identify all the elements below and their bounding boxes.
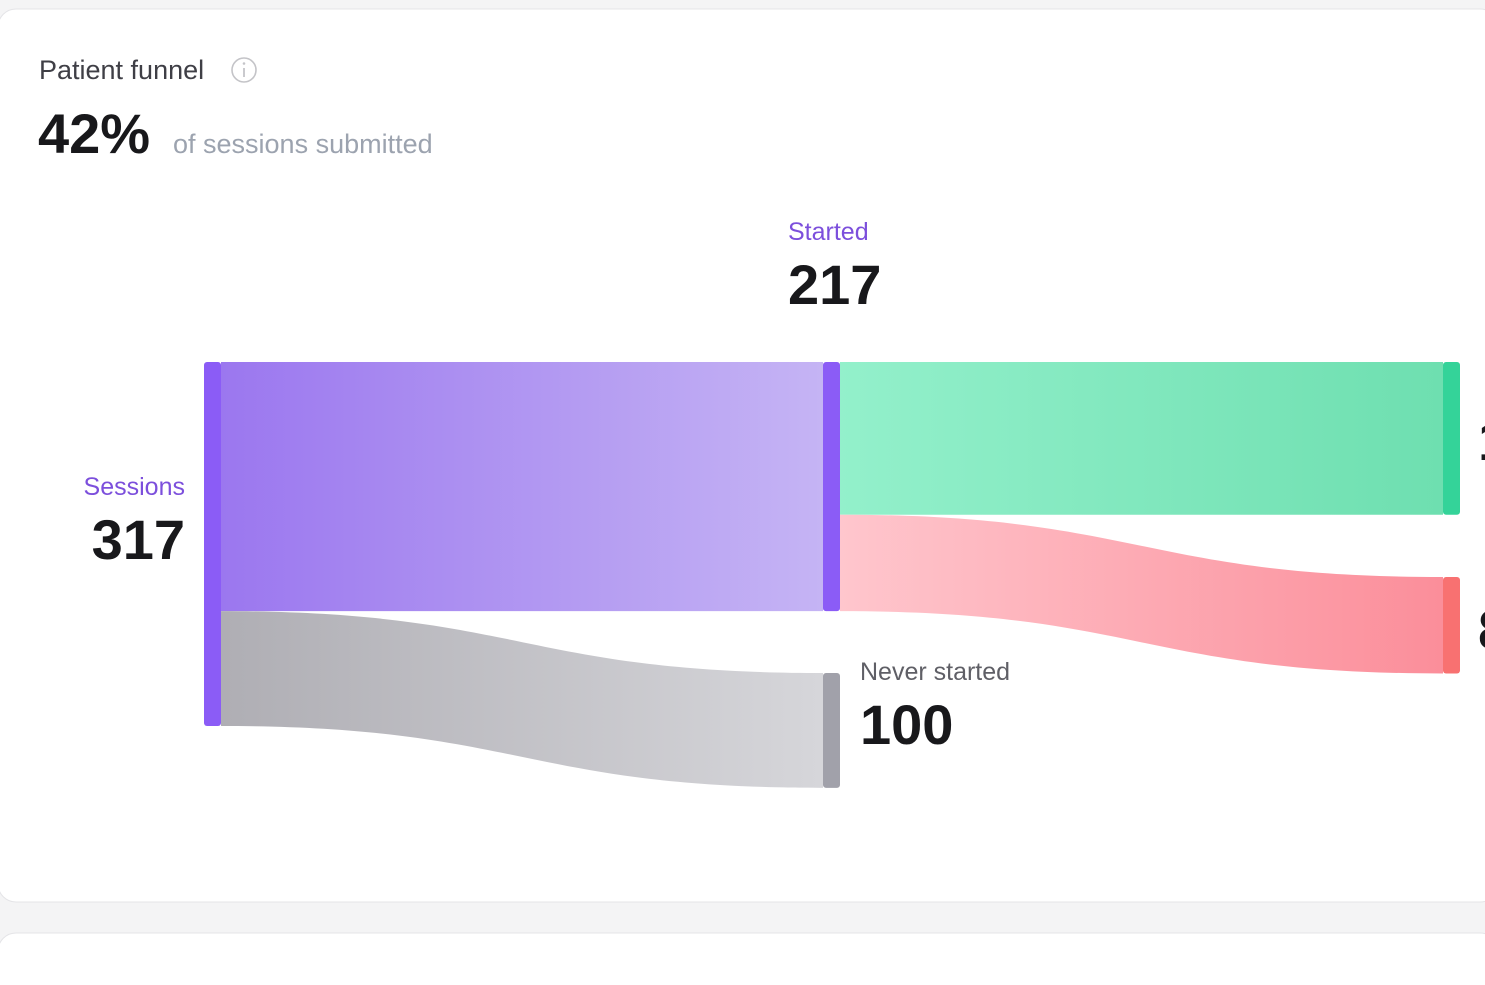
node-label: Never started [860,658,1010,686]
node [1443,577,1460,674]
node [823,673,840,788]
link [840,514,1443,674]
node-label: Sessions [84,473,185,501]
node [823,362,840,612]
link [221,362,823,612]
node [204,362,221,726]
card-next [0,932,1485,985]
node [1443,362,1460,515]
node-label: Started [788,218,869,246]
node-value: 133 [1478,409,1485,472]
card-title: Patient funnel [39,55,204,85]
headline-subtitle: of sessions submitted [173,129,433,159]
node-value: 84 [1478,598,1485,661]
node-value: 100 [860,693,953,756]
info-icon[interactable] [231,57,257,83]
link [840,362,1443,515]
link [221,611,823,788]
node-value: 217 [788,253,881,316]
headline: 42% [38,102,150,165]
node-value: 317 [92,508,185,571]
